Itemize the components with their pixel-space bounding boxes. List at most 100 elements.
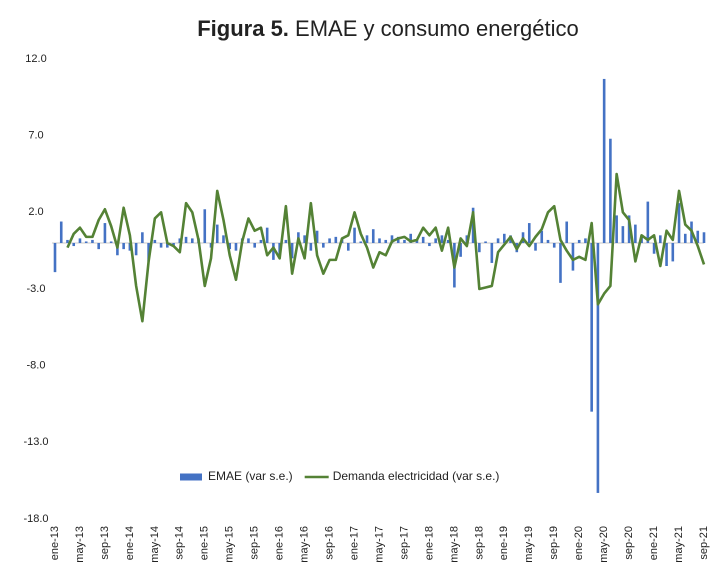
bar xyxy=(322,243,325,248)
bar xyxy=(540,230,544,243)
line xyxy=(66,172,706,323)
x-tick-label: may-15 xyxy=(224,526,236,563)
bar xyxy=(334,236,338,243)
bar xyxy=(484,241,487,243)
bar xyxy=(434,238,437,243)
bar xyxy=(627,215,631,243)
x-tick-label: may-13 xyxy=(74,526,86,563)
bar xyxy=(315,230,319,243)
bar xyxy=(615,215,618,243)
bar xyxy=(428,243,431,247)
bar xyxy=(172,243,175,247)
bar xyxy=(234,243,238,251)
bar xyxy=(184,236,188,243)
bar xyxy=(91,239,94,243)
bar xyxy=(128,243,132,251)
x-tick-label: may-20 xyxy=(598,526,610,563)
bar xyxy=(303,235,306,243)
title-text: EMAE y consumo energético xyxy=(295,16,579,41)
y-tick-label: -8.0 xyxy=(27,360,46,372)
bar xyxy=(652,243,656,254)
x-tick-label: ene-15 xyxy=(199,526,211,560)
x-tick-label: sep-17 xyxy=(398,526,410,560)
bar xyxy=(134,243,138,256)
bar xyxy=(97,243,100,250)
bar xyxy=(440,235,444,243)
bar xyxy=(53,243,57,273)
bar xyxy=(446,239,450,243)
bar xyxy=(153,239,157,243)
x-tick-label: may-17 xyxy=(373,526,385,563)
bar xyxy=(122,243,125,250)
bar xyxy=(609,138,612,243)
bar xyxy=(503,233,506,243)
bar xyxy=(178,238,182,243)
bar xyxy=(72,243,76,247)
x-tick-label: ene-20 xyxy=(573,526,585,560)
bar xyxy=(365,235,369,243)
bar xyxy=(552,243,556,248)
bar xyxy=(166,243,169,248)
y-tick-label: -18.0 xyxy=(23,513,48,525)
bar xyxy=(371,229,375,243)
bar xyxy=(147,243,150,262)
bar xyxy=(602,78,606,243)
bar xyxy=(546,239,550,243)
bar xyxy=(634,224,637,243)
bar xyxy=(702,232,706,243)
bar xyxy=(66,239,69,243)
x-tick-label: ene-16 xyxy=(274,526,286,560)
bar xyxy=(290,243,294,259)
bar xyxy=(646,201,650,243)
y-tick-label: 2.0 xyxy=(28,206,43,218)
x-tick-label: sep-18 xyxy=(473,526,485,560)
bar xyxy=(265,227,269,243)
bar xyxy=(403,239,406,243)
bar xyxy=(421,236,425,243)
bar xyxy=(309,243,313,251)
bar xyxy=(396,236,400,243)
bar xyxy=(228,243,232,250)
x-tick-label: ene-14 xyxy=(124,526,136,560)
bar xyxy=(577,239,581,243)
title-label: Figura 5. xyxy=(197,16,289,41)
bar xyxy=(565,221,569,243)
bar xyxy=(527,223,531,243)
x-tick-label: sep-13 xyxy=(99,526,111,560)
x-tick-label: may-14 xyxy=(149,526,161,563)
bar xyxy=(571,243,575,271)
bar xyxy=(346,243,350,251)
bar xyxy=(459,243,462,257)
bar xyxy=(378,238,381,243)
x-tick-label: may-16 xyxy=(299,526,311,563)
bar xyxy=(696,230,700,243)
x-tick-label: ene-13 xyxy=(49,526,61,560)
x-tick-label: sep-15 xyxy=(249,526,261,560)
bar xyxy=(159,243,163,248)
bar xyxy=(677,203,681,243)
bar xyxy=(215,224,219,243)
bar xyxy=(222,235,225,243)
x-tick-label: ene-18 xyxy=(423,526,435,560)
y-tick-label: 12.0 xyxy=(25,53,46,65)
bar xyxy=(683,233,687,243)
bar xyxy=(190,238,194,243)
bar xyxy=(203,209,207,243)
bar xyxy=(584,238,587,243)
bar xyxy=(103,223,107,243)
y-tick-label: 7.0 xyxy=(28,130,43,142)
x-tick-label: ene-19 xyxy=(498,526,510,560)
bar xyxy=(665,243,668,266)
x-tick-label: ene-17 xyxy=(348,526,360,560)
bar xyxy=(478,243,481,253)
x-tick-label: may-18 xyxy=(448,526,460,563)
legend-label: Demanda electricidad (var s.e.) xyxy=(333,469,500,483)
x-tick-label: sep-14 xyxy=(174,526,186,560)
bar xyxy=(259,239,263,243)
bar xyxy=(109,241,113,243)
legend-swatch xyxy=(180,473,202,481)
y-tick-label: -13.0 xyxy=(23,436,48,448)
legend-label: EMAE (var s.e.) xyxy=(208,469,293,483)
bar xyxy=(359,241,363,243)
